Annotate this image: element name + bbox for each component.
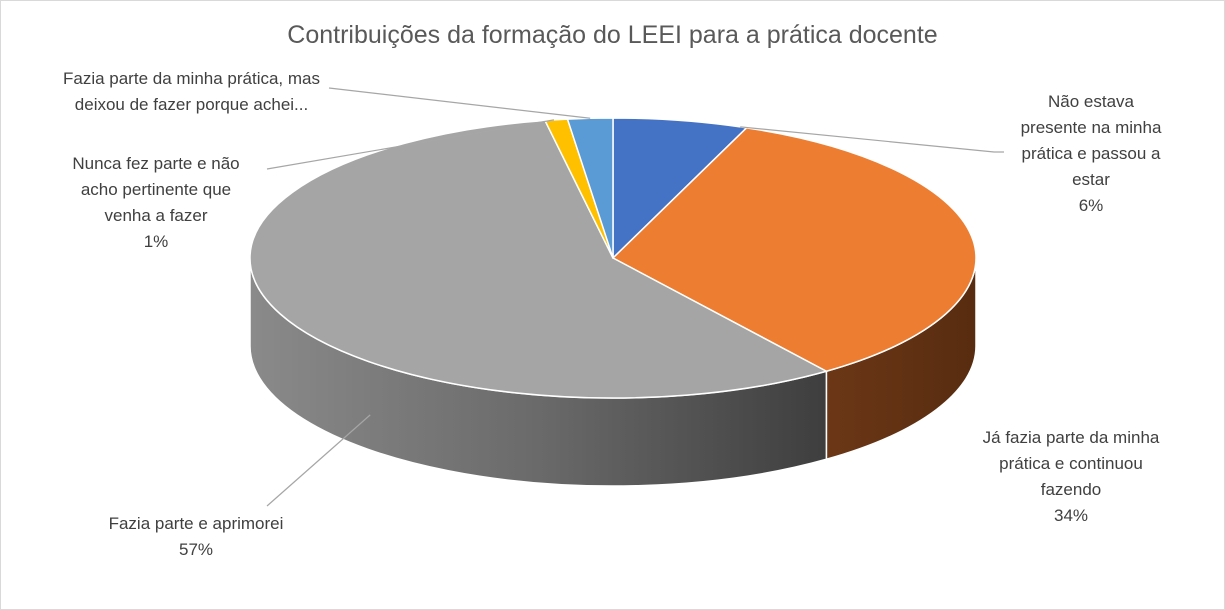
data-label-nao-estava: Não estava presente na minha prática e p… — [1020, 92, 1162, 215]
data-label-nunca-fez: Nunca fez parte e não acho pertinente qu… — [72, 154, 240, 251]
data-label-deixou-de-fazer: Fazia parte da minha prática, mas deixou… — [62, 69, 320, 114]
leader-line-fazia-parte-da-minha-pratica-m — [328, 87, 591, 119]
chart-title: Contribuições da formação do LEEI para a… — [287, 21, 938, 49]
data-label-aprimorei: Fazia parte e aprimorei 57% — [108, 514, 284, 559]
leader-line-fazia-parte-e-aprimorei — [266, 414, 371, 507]
leader-line-nao-estava-presente-na-minha-p — [740, 126, 1004, 153]
slice-fazia-parte-e-aprimorei — [249, 119, 828, 399]
data-label-ja-fazia: Já fazia parte da minha prática e contin… — [982, 428, 1160, 525]
slice-ja-fazia-parte-da-minha-pratic — [612, 127, 977, 373]
slice-fazia-parte-da-minha-pratica-m — [566, 117, 614, 259]
leader-line-nunca-fez-parte-e-nao-acho-per — [266, 119, 555, 170]
